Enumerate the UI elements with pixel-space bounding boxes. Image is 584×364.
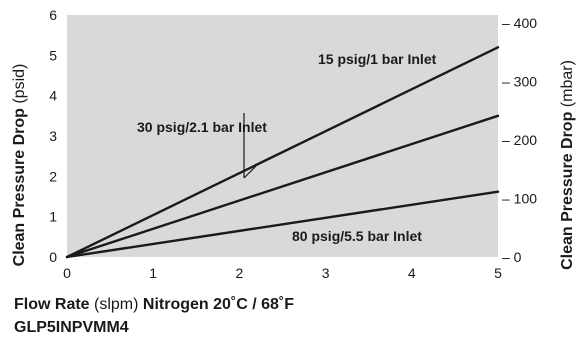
y-right-tick-label: – 0 [502, 249, 522, 265]
y-right-title-unit: (mbar) [559, 60, 576, 112]
y-left-tick-label: 3 [49, 128, 57, 144]
y-left-tick-label: 4 [49, 88, 57, 104]
series-label-1: 15 psig/1 bar Inlet [318, 51, 437, 67]
y-left-tick-label: 6 [49, 7, 57, 23]
x-tick-label: 5 [494, 265, 502, 281]
x-title-unit: (slpm) [90, 296, 143, 313]
y-right-tick-label: – 300 [502, 74, 537, 90]
x-axis-title: Flow Rate (slpm) Nitrogen 20˚C / 68˚F [14, 296, 294, 313]
y-right-tick-label: – 200 [502, 132, 537, 148]
x-title-tail: Nitrogen 20˚C / 68˚F [143, 296, 294, 313]
x-title-bold: Flow Rate [14, 296, 90, 313]
model-label: GLP5INPVMM4 [14, 319, 129, 336]
x-tick-label: 0 [63, 265, 71, 281]
series-line-3 [65, 190, 500, 259]
y-left-tick-label: 2 [49, 168, 57, 184]
y-left-axis-title: Clean Pressure Drop (psid) [11, 64, 28, 267]
series-lines [65, 46, 500, 259]
series-line-2 [65, 114, 500, 259]
x-tick-label: 1 [149, 265, 157, 281]
x-tick-label: 2 [236, 265, 244, 281]
y-left-title-unit: (psid) [11, 64, 28, 108]
annotation-arrow [243, 113, 257, 179]
plot-area [67, 15, 498, 257]
y-right-tick-label: – 400 [502, 15, 537, 31]
x-tick-label: 3 [322, 265, 330, 281]
y-right-axis-title: Clean Pressure Drop (mbar) [559, 60, 576, 270]
series-labels: 15 psig/1 bar Inlet 30 psig/2.1 bar Inlet… [137, 51, 437, 244]
y-left-tick-label: 1 [49, 209, 57, 225]
tick-labels: 0 1 2 3 4 5 0 1 2 3 4 5 6 – 0 – 100 – 200 – 300 – 400 [49, 7, 537, 281]
y-left-tick-label: 0 [49, 249, 57, 265]
series-label-3: 80 psig/5.5 bar Inlet [292, 228, 422, 244]
x-tick-label: 4 [408, 265, 416, 281]
series-label-2: 30 psig/2.1 bar Inlet [137, 119, 267, 135]
series-line-1 [65, 46, 500, 259]
y-right-title-bold: Clean Pressure Drop [559, 111, 576, 270]
y-right-tick-label: – 100 [502, 191, 537, 207]
y-left-title-bold: Clean Pressure Drop [11, 108, 28, 267]
y-left-tick-label: 5 [49, 47, 57, 63]
